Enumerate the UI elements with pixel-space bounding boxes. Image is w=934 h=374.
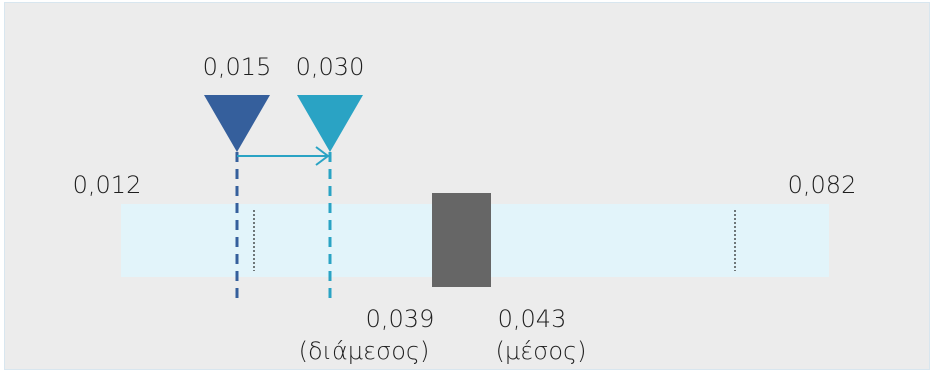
range-max-label: 0,082: [788, 171, 857, 199]
arrow-head: [315, 146, 330, 166]
marker-triangle: [297, 95, 363, 152]
marker-triangle: [204, 95, 270, 152]
mean-value-label: 0,043: [498, 305, 567, 333]
marker-label: 0,030: [296, 53, 365, 81]
median-value-label: 0,039: [366, 305, 435, 333]
median-caption: (διάμεσος): [299, 337, 430, 365]
mean-caption: (μέσος): [496, 337, 587, 365]
chart-panel: [4, 2, 930, 370]
median-mean-box: [432, 193, 491, 287]
marker-label: 0,015: [203, 53, 272, 81]
range-min-label: 0,012: [73, 171, 142, 199]
